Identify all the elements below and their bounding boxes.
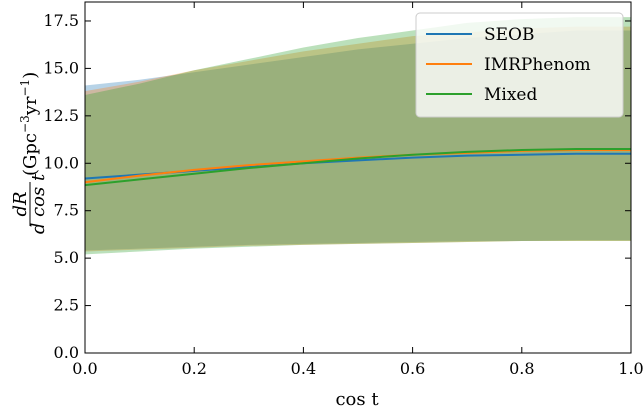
y-tick-label: 17.5 <box>43 11 79 30</box>
y-tick-label: 2.5 <box>54 296 79 315</box>
y-tick-label: 10.0 <box>43 153 79 172</box>
x-axis-label: cos t <box>335 389 379 410</box>
x-tick-label: 0.8 <box>509 359 534 378</box>
y-tick-label: 12.5 <box>43 106 79 125</box>
x-tick-label: 0.6 <box>400 359 425 378</box>
legend-label: IMRPhenom <box>484 55 591 75</box>
x-tick-label: 0.2 <box>181 359 206 378</box>
y-tick-label: 5.0 <box>54 248 79 267</box>
y-tick-label: 0.0 <box>54 343 79 362</box>
y-label-units: (Gpc−3yr−1) <box>18 72 41 176</box>
legend-label: Mixed <box>484 85 537 105</box>
y-tick-label: 15.0 <box>43 58 79 77</box>
y-tick-label: 7.5 <box>54 201 79 220</box>
x-tick-label: 1.0 <box>618 359 643 378</box>
y-label-frac-den: d cos t <box>28 173 49 234</box>
legend-label: SEOB <box>484 25 535 45</box>
x-tick-label: 0.4 <box>291 359 316 378</box>
legend: SEOB IMRPhenom Mixed <box>416 13 623 117</box>
